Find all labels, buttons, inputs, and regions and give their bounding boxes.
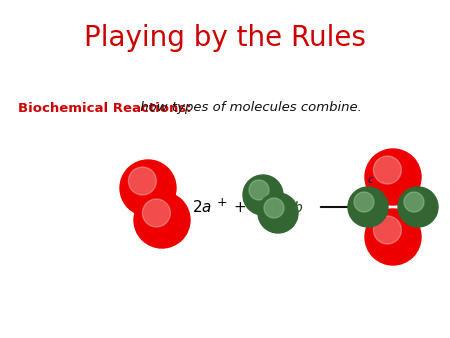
Text: $+$: $+$ [234,199,247,215]
Circle shape [404,192,424,212]
Text: Playing by the Rules: Playing by the Rules [84,24,366,52]
Text: $+$: $+$ [216,195,227,209]
Circle shape [348,187,388,227]
Circle shape [142,199,171,227]
Text: $b$: $b$ [293,199,303,215]
Circle shape [374,216,401,244]
Circle shape [249,180,269,200]
Text: how types of molecules combine.: how types of molecules combine. [136,101,362,115]
Circle shape [264,198,284,218]
Circle shape [243,175,283,215]
Circle shape [374,156,401,184]
Text: $2a$: $2a$ [192,199,212,215]
Circle shape [398,187,438,227]
Circle shape [354,192,374,212]
Circle shape [365,149,421,205]
Circle shape [258,193,298,233]
Circle shape [134,192,190,248]
Circle shape [128,167,157,195]
Circle shape [365,209,421,265]
Text: Biochemical Reactions:: Biochemical Reactions: [18,101,192,115]
Circle shape [120,160,176,216]
Text: $c$: $c$ [367,175,374,185]
